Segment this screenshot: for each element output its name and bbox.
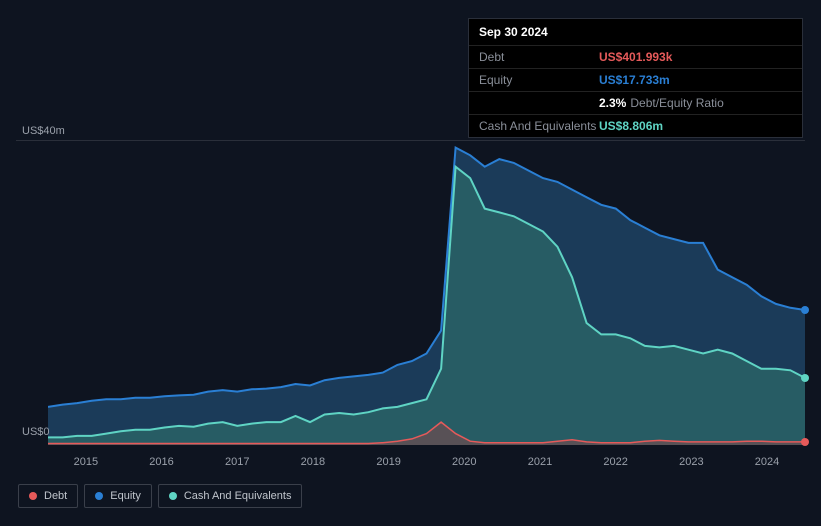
series-end-marker (801, 374, 809, 382)
tooltip-row-label: Cash And Equivalents (479, 119, 599, 133)
legend-swatch (29, 492, 37, 500)
tooltip-row-value: US$8.806m (599, 119, 663, 133)
legend-item[interactable]: Equity (84, 484, 152, 508)
tooltip-row: DebtUS$401.993k (469, 45, 802, 68)
x-tick-label: 2023 (679, 456, 703, 468)
x-tick-label: 2021 (528, 456, 552, 468)
tooltip-row: 2.3%Debt/Equity Ratio (469, 91, 802, 114)
x-tick-label: 2022 (603, 456, 627, 468)
tooltip-row: Cash And EquivalentsUS$8.806m (469, 114, 802, 137)
legend-label: Debt (44, 490, 67, 502)
tooltip-row-value: 2.3%Debt/Equity Ratio (599, 96, 724, 110)
legend-label: Equity (110, 490, 141, 502)
tooltip-row: EquityUS$17.733m (469, 68, 802, 91)
legend-swatch (95, 492, 103, 500)
x-tick-label: 2019 (376, 456, 400, 468)
series-end-marker (801, 438, 809, 446)
x-tick-label: 2018 (301, 456, 325, 468)
legend-label: Cash And Equivalents (184, 490, 292, 502)
x-tick-label: 2015 (74, 456, 98, 468)
legend-swatch (169, 492, 177, 500)
legend-item[interactable]: Cash And Equivalents (158, 484, 303, 508)
tooltip-row-value: US$401.993k (599, 50, 672, 64)
x-tick-label: 2016 (149, 456, 173, 468)
y-axis-top-label: US$40m (22, 125, 65, 137)
y-axis-bottom-label: US$0 (22, 426, 50, 438)
legend-item[interactable]: Debt (18, 484, 78, 508)
financial-chart: US$40m US$0 2015 2016 2017 2018 2019 2020 2021… (0, 0, 821, 526)
x-tick-label: 2024 (755, 456, 779, 468)
x-axis-labels: 2015 2016 2017 2018 2019 2020 2021 2022 2023 2024 (48, 456, 805, 468)
tooltip-row-label: Debt (479, 50, 599, 64)
chart-tooltip: Sep 30 2024 DebtUS$401.993kEquityUS$17.7… (468, 18, 803, 138)
tooltip-row-value: US$17.733m (599, 73, 670, 87)
chart-legend: Debt Equity Cash And Equivalents (18, 484, 302, 508)
tooltip-row-extra: Debt/Equity Ratio (630, 96, 723, 110)
tooltip-row-label (479, 96, 599, 110)
x-tick-label: 2017 (225, 456, 249, 468)
tooltip-date: Sep 30 2024 (469, 19, 802, 45)
series-end-marker (801, 306, 809, 314)
x-tick-label: 2020 (452, 456, 476, 468)
chart-plot (48, 140, 805, 445)
tooltip-row-label: Equity (479, 73, 599, 87)
